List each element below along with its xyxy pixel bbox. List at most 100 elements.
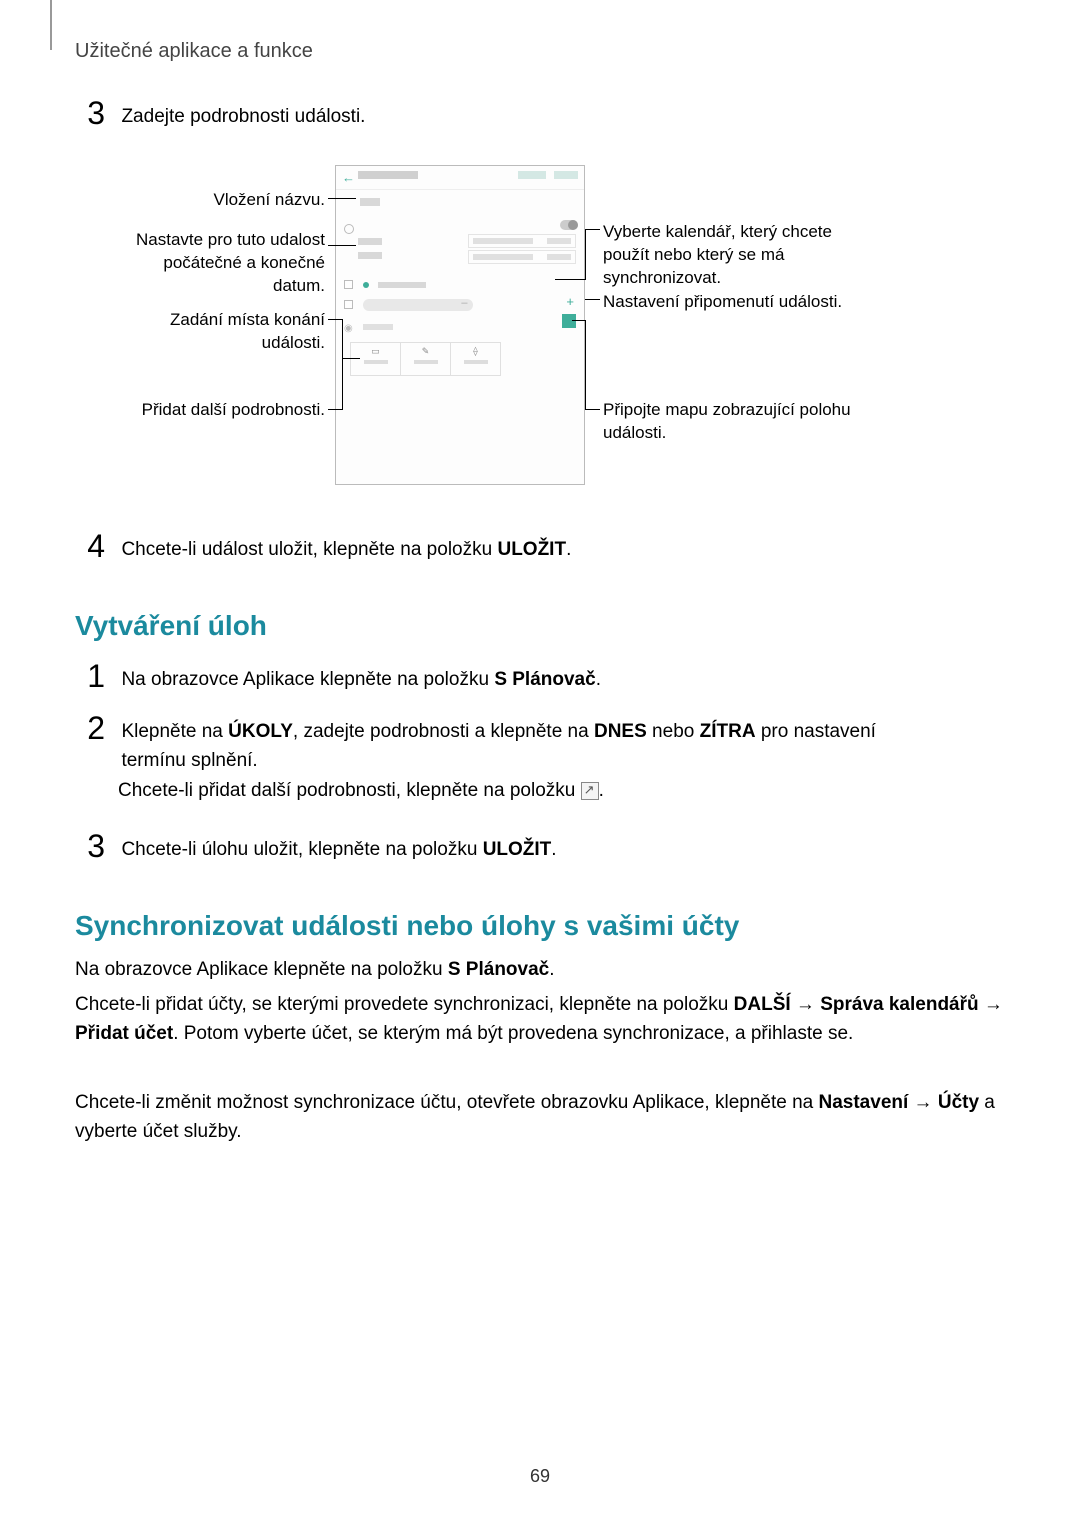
task-2-number: 2	[75, 710, 105, 747]
sync3-b1: Nastavení	[819, 1092, 909, 1113]
callout-calendar: Vyberte kalendář, který chcete použít ne…	[603, 221, 853, 290]
heading-sync: Synchronizovat události nebo úlohy s vaš…	[75, 910, 739, 942]
leader-line	[328, 198, 356, 199]
calendar-icon	[344, 280, 353, 289]
step-4-row: 4 Chcete-li událost uložit, klepněte na …	[75, 528, 1005, 565]
end-label	[358, 252, 382, 259]
end-time-text	[547, 254, 571, 260]
sync2-post: . Potom vyberte účet, se kterým má být p…	[173, 1023, 853, 1044]
leader-line	[328, 319, 342, 320]
location-pin-icon: ◉	[344, 323, 353, 334]
task-step-1: 1 Na obrazovce Aplikace klepněte na polo…	[75, 658, 1005, 695]
sync2-arrow2: →	[979, 994, 1003, 1015]
tab2-icon: ✎	[401, 346, 450, 357]
leader-line	[585, 229, 586, 279]
task-2-mid1: , zadejte podrobnosti a klepněte na	[293, 721, 594, 742]
reminder-row	[344, 296, 576, 314]
sync2-arrow1: →	[791, 994, 821, 1015]
location-row: ◉	[344, 318, 393, 336]
task-3-text: Chcete-li úlohu uložit, klepněte na polo…	[121, 828, 556, 865]
step-4-number: 4	[75, 528, 105, 565]
name-field-placeholder	[360, 198, 380, 206]
reminder-plus-icon: +	[566, 294, 574, 309]
header-side-line	[50, 0, 52, 50]
sync3-pre: Chcete-li změnit možnost synchronizace ú…	[75, 1092, 819, 1113]
calendar-dot	[363, 282, 369, 288]
phone-mock: ← + ◉	[335, 165, 585, 485]
sync1-bold: S Plánovač	[448, 959, 549, 980]
task-step-2: 2 Klepněte na ÚKOLY, zadejte podrobnosti…	[75, 710, 1005, 775]
step-4-text: Chcete-li událost uložit, klepněte na po…	[121, 528, 571, 565]
callout-more: Přidat další podrobnosti.	[125, 399, 325, 422]
phone-topbar: ←	[336, 166, 584, 190]
sync1-post: .	[549, 959, 554, 980]
clock-icon	[344, 224, 354, 234]
allday-toggle	[560, 220, 578, 230]
reminder-icon	[344, 300, 353, 309]
task-1-text: Na obrazovce Aplikace klepněte na položk…	[121, 658, 601, 695]
detail-tab-3: ⟠	[450, 342, 501, 376]
callout-location: Zadání místa konání události.	[125, 309, 325, 355]
phone-action-2	[554, 171, 578, 179]
calendar-name	[378, 282, 426, 288]
step-3-row: 3 Zadejte podrobnosti události.	[75, 95, 1005, 132]
leader-line	[572, 320, 586, 321]
sync2-b2: Správa kalendářů	[820, 994, 978, 1015]
leader-line	[585, 320, 586, 410]
phone-action-1	[518, 171, 546, 179]
sync-para-2: Chcete-li přidat účty, se kterými proved…	[75, 990, 1005, 1049]
leader-line	[328, 245, 356, 246]
task-1-bold: S Plánovač	[494, 669, 595, 690]
location-map-button	[562, 314, 576, 328]
task-step-3: 3 Chcete-li úlohu uložit, klepněte na po…	[75, 828, 1005, 865]
tab1-icon: ▭	[351, 346, 400, 357]
task-3-pre: Chcete-li úlohu uložit, klepněte na polo…	[121, 839, 482, 860]
sync2-b1: DALŠÍ	[734, 994, 791, 1015]
task-2-text: Klepněte na ÚKOLY, zadejte podrobnosti a…	[121, 710, 941, 775]
expand-icon	[581, 782, 599, 800]
event-diagram: ← + ◉	[125, 165, 945, 505]
leader-line	[585, 409, 600, 410]
detail-tab-1: ▭	[350, 342, 401, 376]
sync2-pre: Chcete-li přidat účty, se kterými proved…	[75, 994, 734, 1015]
task-2-b1: ÚKOLY	[228, 721, 293, 742]
task-2-b2: DNES	[594, 721, 647, 742]
task-2-b3: ZÍTRA	[700, 721, 756, 742]
detail-tabs: ▭ ✎ ⟠	[350, 342, 500, 376]
heading-tasks: Vytváření úloh	[75, 610, 267, 642]
leader-line	[342, 319, 343, 410]
page-number: 69	[0, 1466, 1080, 1487]
tab1-label	[364, 360, 388, 364]
start-time-text	[547, 238, 571, 244]
callout-map: Připojte mapu zobrazující polohu událost…	[603, 399, 863, 445]
task-1-pre: Na obrazovce Aplikace klepněte na položk…	[121, 669, 494, 690]
callout-reminder: Nastavení připomenutí události.	[603, 291, 883, 314]
leader-line	[585, 229, 600, 230]
tab3-label	[464, 360, 488, 364]
reminder-pill	[363, 299, 473, 311]
callout-dates: Nastavte pro tuto udalost počátečné a ko…	[125, 229, 325, 298]
leader-line	[555, 279, 586, 280]
calendar-row	[344, 276, 426, 294]
task-1-number: 1	[75, 658, 105, 695]
clock-row	[344, 220, 576, 234]
leader-line	[585, 299, 600, 300]
start-date-box	[468, 234, 576, 248]
location-text	[363, 324, 393, 330]
start-date-text	[473, 238, 533, 244]
phone-title-placeholder	[358, 171, 418, 179]
step-3-number: 3	[75, 95, 105, 132]
task-3-post: .	[551, 839, 556, 860]
step-4-bold: ULOŽIT	[497, 539, 566, 560]
header-breadcrumb: Užitečné aplikace a funkce	[75, 40, 313, 63]
back-arrow-icon: ←	[342, 170, 355, 185]
task-3-bold: ULOŽIT	[483, 839, 552, 860]
task-2b-text: Chcete-li přidat další podrobnosti, klep…	[118, 780, 581, 801]
end-date-text	[473, 254, 533, 260]
task-1-post: .	[596, 669, 601, 690]
step-4-post: .	[566, 539, 571, 560]
task-2-mid2: nebo	[647, 721, 700, 742]
end-date-box	[468, 250, 576, 264]
sync-para-3: Chcete-li změnit možnost synchronizace ú…	[75, 1088, 1005, 1147]
tab3-icon: ⟠	[451, 346, 500, 357]
